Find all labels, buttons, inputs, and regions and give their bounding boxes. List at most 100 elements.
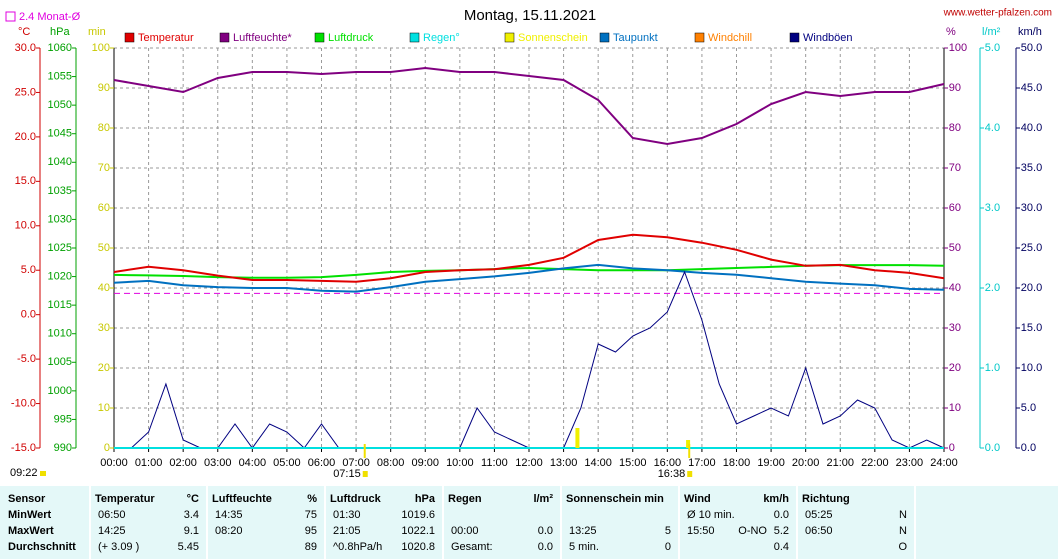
table-unit: l/m² — [533, 493, 553, 505]
x-tick-label: 13:00 — [550, 457, 578, 469]
x-tick-label: 12:00 — [515, 457, 543, 469]
y-tick-label: 1.0 — [985, 362, 1000, 374]
y-tick-label: 60 — [949, 202, 961, 214]
series-line — [113, 66, 945, 146]
table-cell: 06:50 — [98, 509, 126, 521]
legend-swatch — [599, 32, 610, 43]
y-tick-label: 990 — [54, 442, 72, 454]
table-cell: N — [899, 525, 907, 537]
y-tick-label: 1000 — [48, 385, 72, 397]
sun-icon — [362, 471, 368, 477]
y-tick-label: 80 — [98, 122, 110, 134]
table-cell: 13:25 — [569, 525, 597, 537]
x-tick-label: 01:00 — [135, 457, 163, 469]
table-cell: 0.0 — [538, 525, 553, 537]
y-tick-label: 50.0 — [1021, 42, 1042, 54]
y-tick-label: 15.0 — [15, 175, 36, 187]
y-tick-label: 1015 — [48, 299, 72, 311]
avg-legend-label: 2.4 Monat-Ø — [19, 11, 81, 23]
table-cell: 06:50 — [805, 525, 833, 537]
y-tick-label: 1025 — [48, 242, 72, 254]
legend-label: Luftfeuchte* — [233, 32, 292, 44]
table-cell: 01:30 — [333, 509, 361, 521]
axis-unit: hPa — [50, 26, 70, 38]
chart-title: Montag, 15.11.2021 — [464, 7, 596, 24]
y-tick-label: 40 — [949, 282, 961, 294]
table-unit: hPa — [415, 493, 436, 505]
y-tick-label: 20.0 — [1021, 282, 1042, 294]
x-tick-label: 08:00 — [377, 457, 405, 469]
y-tick-label: 70 — [98, 162, 110, 174]
sun-event-label: 07:15 — [333, 468, 361, 480]
legend-swatch — [789, 32, 800, 43]
y-tick-label: 1020 — [48, 270, 72, 282]
x-tick-label: 19:00 — [757, 457, 785, 469]
legend-label: Windchill — [708, 32, 752, 44]
x-tick-label: 14:00 — [584, 457, 612, 469]
table-cell: Gesamt: — [451, 541, 493, 553]
y-tick-label: 100 — [92, 42, 110, 54]
table-cell: 0.0 — [538, 541, 553, 553]
sun-event-label: 16:38 — [658, 468, 686, 480]
table-cell: 1022.1 — [401, 525, 435, 537]
legend-label: Sonnenschein — [518, 32, 588, 44]
x-tick-label: 23:00 — [896, 457, 924, 469]
table-header: Sonnenschein min — [566, 493, 664, 505]
table-header: Sensor — [8, 493, 46, 505]
avg-legend-box — [5, 11, 16, 22]
x-tick-label: 10:00 — [446, 457, 474, 469]
row-label: MinWert — [8, 509, 52, 521]
y-tick-label: 1045 — [48, 128, 72, 140]
axis-unit: % — [946, 26, 956, 38]
table-cell: 00:00 — [451, 525, 479, 537]
x-tick-label: 03:00 — [204, 457, 232, 469]
y-tick-label: 3.0 — [985, 202, 1000, 214]
y-tick-label: 1060 — [48, 42, 72, 54]
y-tick-label: 1035 — [48, 185, 72, 197]
table-cell: 14:25 — [98, 525, 126, 537]
legend-swatch — [314, 32, 325, 43]
row-label: MaxWert — [8, 525, 54, 537]
table-unit: km/h — [763, 493, 789, 505]
x-tick-label: 07:00 — [342, 457, 370, 469]
y-tick-label: 5.0 — [21, 264, 36, 276]
y-tick-label: 1055 — [48, 70, 72, 82]
table-cell: 75 — [305, 509, 317, 521]
y-tick-label: 10 — [98, 402, 110, 414]
table-cell: 21:05 — [333, 525, 361, 537]
legend-label: Windböen — [803, 32, 853, 44]
y-tick-label: 50 — [98, 242, 110, 254]
y-tick-label: 1005 — [48, 356, 72, 368]
y-tick-label: 90 — [949, 82, 961, 94]
y-tick-label: 0.0 — [21, 309, 36, 321]
x-tick-label: 11:00 — [481, 457, 508, 469]
x-tick-label: 17:00 — [688, 457, 716, 469]
legend-swatch — [124, 32, 135, 43]
sunshine-bar — [575, 428, 580, 448]
x-tick-label: 20:00 — [792, 457, 820, 469]
y-tick-label: 20.0 — [15, 131, 36, 143]
sun-icon — [40, 471, 46, 476]
y-tick-label: 20 — [98, 362, 110, 374]
table-cell: 05:25 — [805, 509, 833, 521]
y-tick-label: 35.0 — [1021, 162, 1042, 174]
legend-swatch — [504, 32, 515, 43]
y-tick-label: 30 — [949, 322, 961, 334]
table-header: Temperatur — [95, 493, 155, 505]
axis-unit: km/h — [1018, 26, 1042, 38]
legend-label: Regen° — [423, 32, 460, 44]
y-tick-label: 10.0 — [15, 220, 36, 232]
table-cell: 14:35 — [215, 509, 243, 521]
table-cell: 9.1 — [184, 525, 199, 537]
y-tick-label: 1010 — [48, 328, 72, 340]
table-cell: 5 — [665, 525, 671, 537]
y-tick-label: -5.0 — [17, 353, 36, 365]
axis-unit: l/m² — [982, 26, 1001, 38]
legend-label: Temperatur — [138, 32, 194, 44]
y-tick-label: 100 — [949, 42, 967, 54]
table-header: Richtung — [802, 493, 850, 505]
y-tick-label: 20 — [949, 362, 961, 374]
y-tick-label: 30 — [98, 322, 110, 334]
table-unit: % — [307, 493, 317, 505]
legend-swatch — [694, 32, 705, 43]
